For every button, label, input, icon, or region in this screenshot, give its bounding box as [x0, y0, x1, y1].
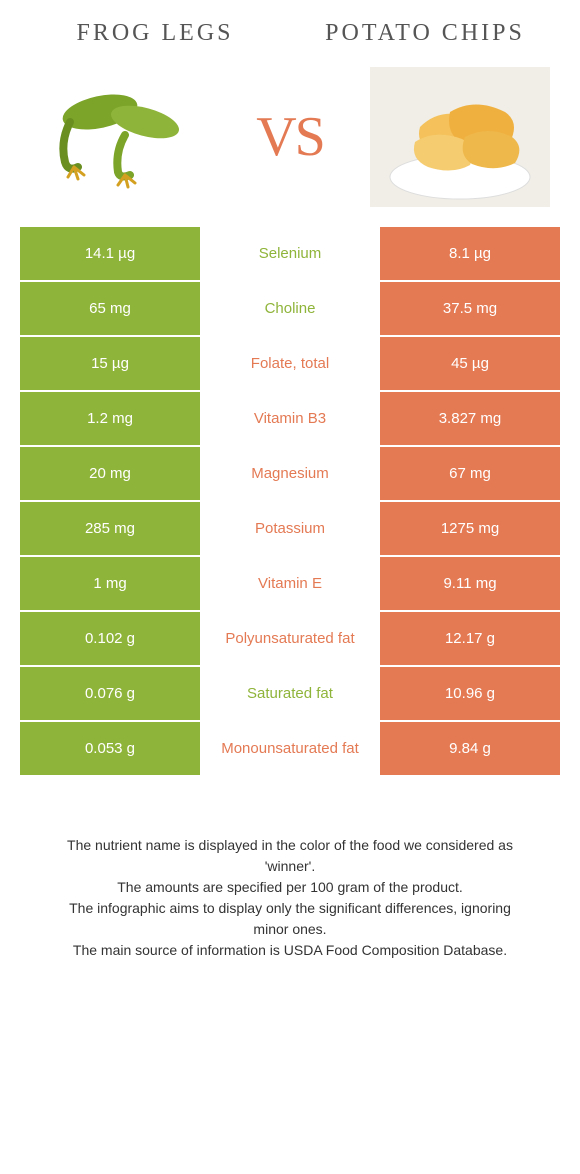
- nutrient-row: 0.102 gPolyunsaturated fat12.17 g: [20, 612, 560, 665]
- food-title-left: FROG LEGS: [20, 20, 290, 47]
- value-right: 9.11 mg: [380, 557, 560, 610]
- frog-legs-icon: [30, 67, 210, 207]
- nutrient-name: Potassium: [200, 502, 380, 555]
- nutrient-row: 285 mgPotassium1275 mg: [20, 502, 560, 555]
- nutrient-name: Folate, total: [200, 337, 380, 390]
- nutrient-row: 0.076 gSaturated fat10.96 g: [20, 667, 560, 720]
- footer-line: The nutrient name is displayed in the co…: [50, 835, 530, 877]
- value-right: 10.96 g: [380, 667, 560, 720]
- food-image-right: [370, 67, 550, 207]
- nutrient-name: Polyunsaturated fat: [200, 612, 380, 665]
- image-row: VS: [20, 67, 560, 207]
- value-left: 0.102 g: [20, 612, 200, 665]
- value-right: 67 mg: [380, 447, 560, 500]
- footer-line: The main source of information is USDA F…: [50, 940, 530, 961]
- nutrient-row: 15 µgFolate, total45 µg: [20, 337, 560, 390]
- nutrient-row: 65 mgCholine37.5 mg: [20, 282, 560, 335]
- food-image-left: [30, 67, 210, 207]
- nutrient-row: 20 mgMagnesium67 mg: [20, 447, 560, 500]
- nutrient-row: 0.053 gMonounsaturated fat9.84 g: [20, 722, 560, 775]
- footer-notes: The nutrient name is displayed in the co…: [20, 835, 560, 961]
- value-right: 1275 mg: [380, 502, 560, 555]
- nutrient-name: Choline: [200, 282, 380, 335]
- nutrient-name: Vitamin E: [200, 557, 380, 610]
- nutrient-row: 1 mgVitamin E9.11 mg: [20, 557, 560, 610]
- nutrient-name: Selenium: [200, 227, 380, 280]
- vs-label: VS: [256, 105, 324, 169]
- value-left: 20 mg: [20, 447, 200, 500]
- value-right: 9.84 g: [380, 722, 560, 775]
- header-row: FROG LEGS POTATO CHIPS: [20, 20, 560, 47]
- nutrient-name: Monounsaturated fat: [200, 722, 380, 775]
- value-left: 285 mg: [20, 502, 200, 555]
- comparison-table: 14.1 µgSelenium8.1 µg65 mgCholine37.5 mg…: [20, 227, 560, 775]
- nutrient-name: Vitamin B3: [200, 392, 380, 445]
- nutrient-row: 14.1 µgSelenium8.1 µg: [20, 227, 560, 280]
- value-left: 0.076 g: [20, 667, 200, 720]
- footer-line: The infographic aims to display only the…: [50, 898, 530, 940]
- value-right: 37.5 mg: [380, 282, 560, 335]
- nutrient-name: Magnesium: [200, 447, 380, 500]
- value-right: 12.17 g: [380, 612, 560, 665]
- food-title-right: POTATO CHIPS: [290, 20, 560, 47]
- value-right: 8.1 µg: [380, 227, 560, 280]
- value-left: 1.2 mg: [20, 392, 200, 445]
- value-left: 14.1 µg: [20, 227, 200, 280]
- nutrient-row: 1.2 mgVitamin B33.827 mg: [20, 392, 560, 445]
- value-right: 3.827 mg: [380, 392, 560, 445]
- value-left: 65 mg: [20, 282, 200, 335]
- footer-line: The amounts are specified per 100 gram o…: [50, 877, 530, 898]
- value-right: 45 µg: [380, 337, 560, 390]
- nutrient-name: Saturated fat: [200, 667, 380, 720]
- value-left: 15 µg: [20, 337, 200, 390]
- value-left: 1 mg: [20, 557, 200, 610]
- value-left: 0.053 g: [20, 722, 200, 775]
- potato-chips-icon: [370, 67, 550, 207]
